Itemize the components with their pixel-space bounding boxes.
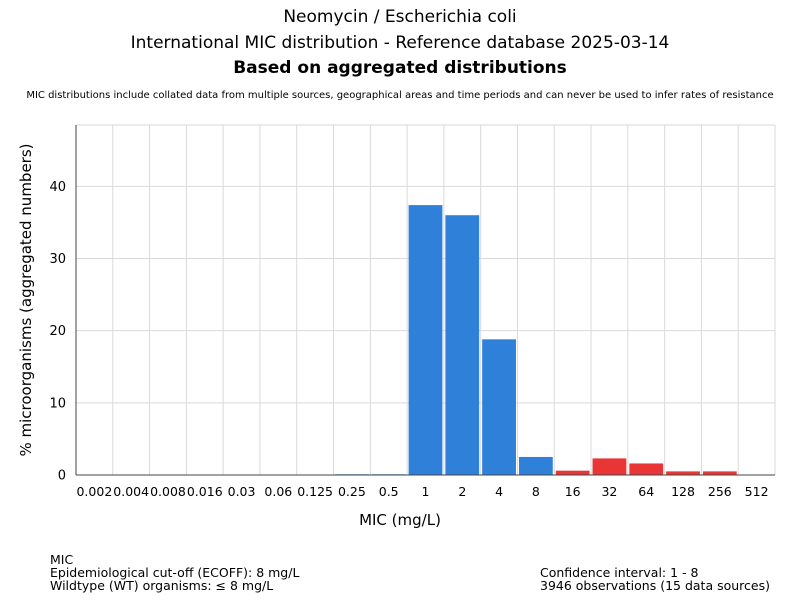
x-tick-label: 16 — [565, 484, 581, 499]
x-tick-label: 128 — [671, 484, 695, 499]
footer-wildtype: Wildtype (WT) organisms: ≤ 8 mg/L — [50, 578, 274, 593]
bar-4 — [482, 339, 516, 475]
x-tick-label: 0.06 — [264, 484, 292, 499]
bar-2 — [445, 215, 480, 476]
x-tick-label: 64 — [638, 484, 654, 499]
x-tick-label: 4 — [495, 484, 503, 499]
x-tick-label: 512 — [745, 484, 769, 499]
x-tick-label: 0.5 — [379, 484, 399, 499]
footer-observations: 3946 observations (15 data sources) — [540, 578, 770, 593]
x-tick-label: 0.25 — [338, 484, 366, 499]
x-tick-label: 0.125 — [297, 484, 333, 499]
disclaimer-note: MIC distributions include collated data … — [26, 90, 774, 101]
x-tick-label: 8 — [532, 484, 540, 499]
y-tick-label: 40 — [49, 180, 66, 195]
x-tick-label: 0.002 — [76, 484, 112, 499]
x-tick-label: 0.016 — [187, 484, 223, 499]
footer-confidence-interval: Confidence interval: 1 - 8 — [540, 565, 699, 580]
bar-8 — [518, 456, 553, 475]
x-tick-label: 2 — [458, 484, 466, 499]
chart-subtitle: International MIC distribution - Referen… — [130, 33, 670, 53]
bar-64 — [629, 463, 664, 475]
x-tick-label: 256 — [708, 484, 732, 499]
footer-ecoff: Epidemiological cut-off (ECOFF): 8 mg/L — [50, 565, 300, 580]
footer-mic-label: MIC — [50, 552, 74, 567]
x-tick-label: 32 — [601, 484, 617, 499]
x-tick-label: 0.03 — [228, 484, 256, 499]
y-tick-label: 0 — [58, 469, 66, 484]
y-tick-label: 30 — [49, 252, 66, 267]
bar-256 — [702, 471, 737, 475]
x-tick-label: 0.004 — [113, 484, 149, 499]
y-tick-label: 20 — [49, 324, 66, 339]
x-tick-label: 0.008 — [150, 484, 186, 499]
chart-subtitle-bold: Based on aggregated distributions — [233, 58, 567, 78]
bar-32 — [592, 458, 627, 475]
x-axis-title: MIC (mg/L) — [359, 511, 441, 529]
bar-16 — [555, 470, 590, 475]
y-axis-title: % microorganisms (aggregated numbers) — [17, 143, 35, 456]
x-tick-label: 1 — [422, 484, 430, 499]
bar-128 — [666, 471, 700, 475]
y-tick-label: 10 — [49, 396, 66, 411]
footer-left: MIC Epidemiological cut-off (ECOFF): 8 m… — [50, 553, 299, 592]
footer-right: Confidence interval: 1 - 8 3946 observat… — [540, 566, 770, 592]
chart-title: Neomycin / Escherichia coli — [283, 7, 517, 27]
bar-1 — [408, 205, 443, 475]
